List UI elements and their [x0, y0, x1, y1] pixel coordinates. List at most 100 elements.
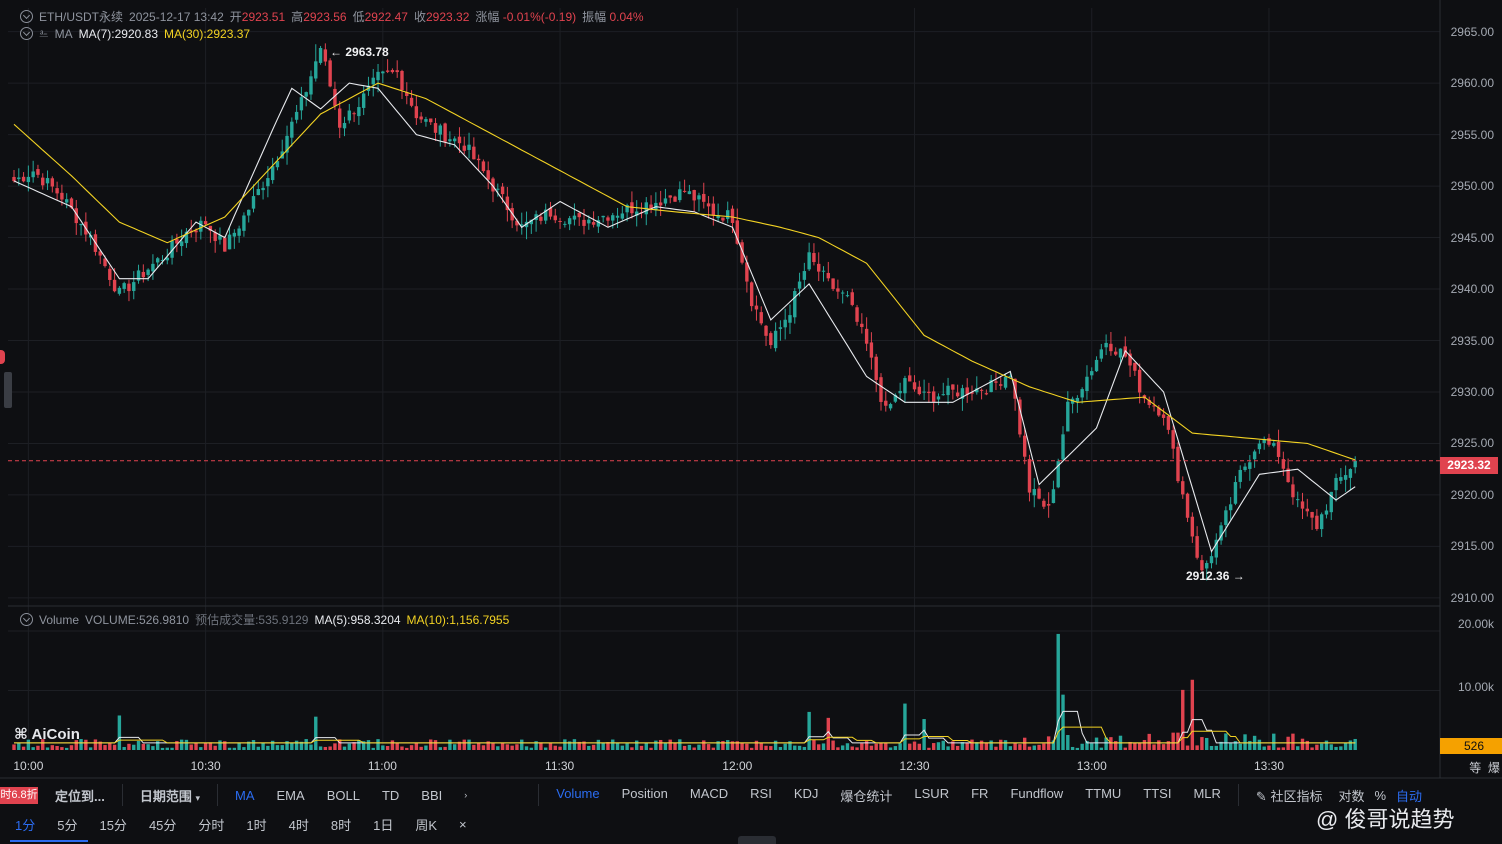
- candle-body: [999, 384, 1003, 386]
- volume-bar: [1061, 694, 1065, 750]
- candle-body: [1343, 475, 1348, 480]
- percent-scale-toggle[interactable]: %: [1374, 787, 1387, 803]
- candle-body: [1329, 491, 1333, 513]
- volume-bar: [366, 740, 371, 750]
- collapse-icon[interactable]: [20, 10, 33, 23]
- volume-bar: [117, 715, 122, 750]
- main-indicator-tab-0[interactable]: MA: [235, 787, 255, 803]
- log-scale-toggle[interactable]: 对数: [1338, 788, 1365, 804]
- ma7-value: MA(7):2920.83: [78, 26, 158, 41]
- sub-indicator-tab-0[interactable]: Volume: [556, 785, 600, 801]
- sub-indicator-tab-4[interactable]: KDJ: [793, 785, 819, 801]
- interval-tab-1[interactable]: 5分: [57, 817, 78, 833]
- liquidation-toggle[interactable]: 爆: [1487, 761, 1500, 775]
- sub-indicator-tab-7[interactable]: FR: [971, 785, 989, 801]
- candle-body: [376, 71, 380, 81]
- auto-scale-toggle[interactable]: 自动: [1396, 788, 1423, 804]
- candle-body: [146, 269, 150, 275]
- candle-body: [520, 224, 524, 226]
- date-range-button[interactable]: 日期范围 ▾: [129, 786, 211, 805]
- candle-body: [831, 278, 835, 289]
- time-tick: 12:00: [722, 759, 753, 773]
- collapse-icon[interactable]: [20, 613, 33, 626]
- time-tick: 13:00: [1076, 759, 1107, 773]
- candle-body: [352, 113, 356, 115]
- bell-icon[interactable]: ⎁: [39, 26, 49, 40]
- candle-body: [199, 220, 203, 232]
- low-label: 低: [352, 10, 365, 24]
- sub-indicator-tab-3[interactable]: RSI: [750, 785, 772, 801]
- candle-body: [1176, 446, 1180, 482]
- volume-bar: [385, 746, 390, 750]
- interval-tab-2[interactable]: 15分: [99, 817, 127, 833]
- interval-tab-4[interactable]: 分时: [198, 817, 225, 833]
- community-indicator-button[interactable]: ✎ 社区指标: [1245, 786, 1334, 805]
- more-main-indicators-icon[interactable]: ›: [464, 790, 468, 800]
- volume-bar: [1051, 740, 1056, 750]
- high-annotation-value: 2963.78: [345, 45, 389, 59]
- drawer-handle[interactable]: [4, 372, 12, 408]
- collapse-icon[interactable]: [20, 27, 33, 40]
- sub-indicator-tab-1[interactable]: Position: [621, 785, 668, 801]
- volume-bar: [290, 742, 294, 750]
- sub-indicator-tab-5[interactable]: 爆仓统计: [840, 788, 893, 804]
- candle-body: [553, 215, 557, 221]
- interval-tab-3[interactable]: 45分: [148, 817, 177, 833]
- interval-tab-6[interactable]: 4时: [288, 817, 309, 833]
- promo-badge[interactable]: 时6.8折: [0, 787, 38, 804]
- interval-tab-0[interactable]: 1分: [15, 817, 36, 833]
- sub-indicator-tab-6[interactable]: LSUR: [914, 785, 950, 801]
- volume-bar: [438, 747, 443, 750]
- close-icon[interactable]: ×: [459, 816, 467, 832]
- volume-bar: [912, 741, 917, 750]
- volume-bar: [203, 743, 208, 750]
- main-indicator-tab-2[interactable]: BOLL: [326, 787, 360, 803]
- volume-bar: [635, 740, 639, 750]
- expand-panel-handle[interactable]: [738, 836, 776, 844]
- sub-indicator-tab-11[interactable]: MLR: [1193, 785, 1221, 801]
- candle-body: [318, 47, 323, 63]
- candle-body: [606, 217, 610, 221]
- candle-body: [1085, 376, 1089, 392]
- indicator-toolbar: 定位到... 日期范围 ▾ MA EMA BOLL TD BBI › Volume Pos…: [0, 781, 1502, 809]
- volume-bar: [342, 746, 347, 750]
- equal-toggle[interactable]: 等: [1469, 761, 1482, 775]
- ma-header: ⎁ MA MA(7):2920.83 MA(30):2923.37: [20, 26, 250, 41]
- interval-tab-9[interactable]: 周K: [415, 817, 438, 833]
- main-indicator-tab-3[interactable]: TD: [381, 787, 400, 803]
- volume-bar: [970, 739, 974, 750]
- volume-bar: [333, 743, 337, 750]
- volume-bar: [1056, 633, 1060, 750]
- candle-body: [903, 378, 907, 394]
- main-indicator-tab-4[interactable]: BBI: [421, 787, 443, 803]
- candle-body: [266, 178, 270, 187]
- volume-bar: [1319, 743, 1324, 750]
- volume-label: Volume: [39, 612, 80, 627]
- candle-body: [496, 188, 500, 190]
- volume-bar: [706, 744, 711, 750]
- volume-bar: [884, 743, 888, 750]
- candle-body: [1252, 451, 1257, 460]
- sub-indicator-tab-2[interactable]: MACD: [689, 785, 729, 801]
- main-indicator-tab-1[interactable]: EMA: [276, 787, 305, 803]
- volume-bar: [79, 739, 83, 750]
- interval-tab-8[interactable]: 1日: [373, 817, 394, 833]
- high-annotation: ← 2963.78: [330, 45, 389, 59]
- volume-bar: [845, 743, 850, 750]
- candle-body: [1214, 539, 1218, 558]
- locate-button[interactable]: 定位到...: [55, 788, 105, 804]
- volume-bar: [1329, 744, 1333, 750]
- sub-indicator-tab-9[interactable]: TTMU: [1085, 785, 1122, 801]
- volume-bar: [433, 740, 438, 750]
- volume-bar: [472, 744, 476, 750]
- candle-body: [170, 240, 174, 258]
- volume-bar: [716, 741, 720, 750]
- interval-tab-5[interactable]: 1时: [246, 817, 267, 833]
- volume-bar: [975, 742, 979, 750]
- volume-bar: [1185, 745, 1190, 750]
- volume-bar: [146, 744, 150, 750]
- interval-tab-7[interactable]: 8时: [330, 817, 352, 833]
- sub-indicator-tab-8[interactable]: Fundflow: [1010, 785, 1064, 801]
- sub-indicator-tab-10[interactable]: TTSI: [1143, 785, 1172, 801]
